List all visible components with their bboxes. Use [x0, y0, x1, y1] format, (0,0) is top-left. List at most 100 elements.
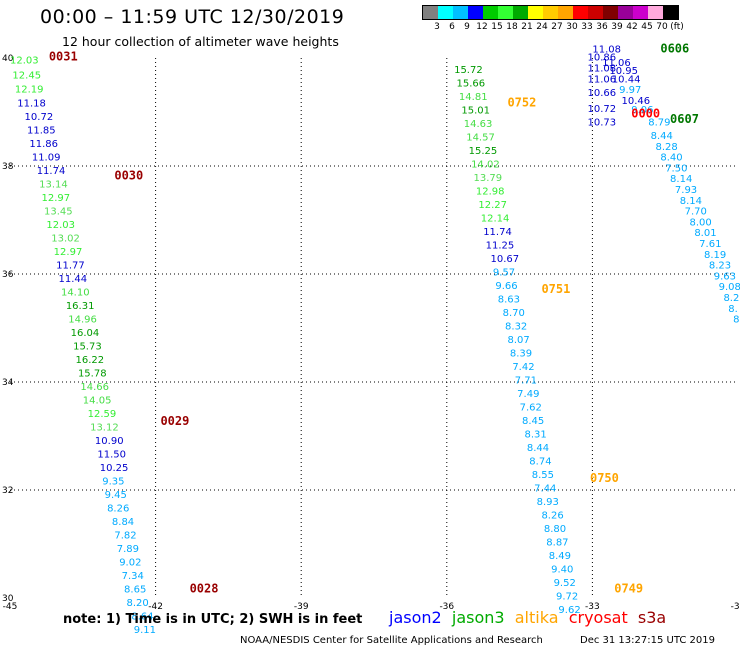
wave-height-value: 10.90: [95, 436, 124, 447]
wave-height-value: 8.31: [524, 430, 546, 441]
color-swatch: [513, 6, 528, 19]
wave-height-value: 8.45: [522, 416, 544, 427]
wave-height-value: 8.32: [505, 322, 527, 333]
wave-height-value: 8.93: [537, 497, 559, 508]
wave-height-value: 15.78: [78, 369, 107, 380]
wave-height-value: 13.02: [51, 234, 80, 245]
y-tick-label: 32: [2, 486, 13, 496]
wave-height-value: 16.04: [71, 328, 100, 339]
wave-height-value: 8.65: [124, 585, 146, 596]
color-scale-label: (ft): [670, 22, 684, 32]
wave-height-value: 13.12: [90, 423, 119, 434]
wave-height-value: 12.98: [476, 187, 505, 198]
wave-height-value: 9.62: [558, 605, 580, 616]
wave-height-value: 11.86: [29, 139, 58, 150]
wave-height-value: 12.03: [46, 220, 75, 231]
wave-height-value: 8.55: [532, 470, 554, 481]
wave-height-value: 7.42: [512, 362, 534, 373]
wave-height-value: 7.34: [122, 571, 144, 582]
color-scale-label: 3: [434, 22, 440, 32]
wave-height-value: 8.26: [107, 504, 129, 515]
wave-height-value: 10.25: [100, 463, 129, 474]
pass-time-label: 0031: [49, 50, 78, 64]
wave-height-value: 9.97: [619, 85, 641, 96]
wave-height-value: 8.14: [670, 174, 692, 185]
color-swatch: [468, 6, 483, 19]
wave-height-value: 8.44: [651, 131, 673, 142]
footnote: note: 1) Time is in UTC; 2) SWH is in fe…: [63, 612, 363, 627]
color-swatch: [543, 6, 558, 19]
legend-entry-jason2: jason2: [389, 608, 442, 627]
wave-height-value: 7.71: [515, 376, 537, 387]
wave-height-value: 7.89: [117, 544, 139, 555]
legend-entry-cryosat: cryosat: [558, 608, 628, 627]
wave-height-value: 9.35: [102, 477, 124, 488]
wave-height-value: 10.86: [588, 53, 617, 64]
wave-height-value: 12.45: [12, 71, 41, 82]
wave-height-value: 8.40: [660, 153, 682, 164]
color-swatch: [633, 6, 648, 19]
pass-time-label: 0750: [590, 471, 619, 485]
color-swatch: [603, 6, 618, 19]
y-tick-label: 34: [2, 378, 14, 388]
wave-height-value: 8.19: [704, 250, 726, 261]
wave-height-value: 7.61: [699, 239, 721, 250]
wave-height-value: 15.25: [469, 146, 498, 157]
y-tick-label: 36: [2, 270, 14, 280]
generated-timestamp: Dec 31 13:27:15 UTC 2019: [580, 635, 715, 646]
wave-height-value: 14.10: [61, 288, 90, 299]
wave-height-value: 8.74: [529, 457, 551, 468]
x-tick-label: -36: [439, 602, 454, 612]
y-tick-label: 30: [2, 594, 14, 604]
wave-height-value: 7.49: [517, 389, 539, 400]
color-scale-label: 27: [551, 22, 563, 32]
wave-height-value: 10.95: [609, 66, 638, 77]
color-swatch: [528, 6, 543, 19]
y-tick-label: 40: [2, 54, 14, 64]
wave-height-value: 11.06: [588, 74, 617, 85]
color-swatch: [588, 6, 603, 19]
wave-height-value: 7.70: [685, 207, 707, 218]
pass-time-label: 0752: [507, 96, 536, 110]
legend-entry-s3a: s3a: [627, 608, 667, 627]
pass-time-label: 0030: [114, 169, 143, 183]
wave-height-value: 14.02: [471, 160, 500, 171]
wave-height-value: 9.66: [495, 281, 517, 292]
wave-height-value: 10.72: [25, 112, 54, 123]
wave-height-value: 12.97: [42, 193, 71, 204]
legend-entry-altika: altika: [504, 608, 559, 627]
wave-height-value: 8.23: [709, 261, 731, 272]
pass-time-label: 0607: [670, 112, 699, 126]
color-scale-label: 21: [521, 22, 533, 32]
wave-height-value: 9.08: [719, 282, 740, 293]
wave-height-value: 12.27: [478, 200, 507, 211]
wave-height-value: 11.25: [486, 241, 515, 252]
wave-height-value: 8.00: [689, 217, 711, 228]
wave-height-value: 11.08: [592, 45, 621, 56]
wave-height-value: 9.11: [134, 625, 156, 636]
wave-height-value: 11.06: [602, 58, 631, 69]
color-swatch: [648, 6, 663, 19]
wave-height-value: 10.67: [490, 254, 519, 265]
wave-height-value: 7.62: [520, 403, 542, 414]
wave-height-value: 12.97: [54, 247, 83, 258]
wave-height-value: 11.77: [56, 261, 85, 272]
wave-height-value: 14.05: [83, 396, 112, 407]
color-scale-label: 6: [449, 22, 455, 32]
wave-height-value: 9.06: [631, 105, 653, 116]
color-swatch: [483, 6, 498, 19]
wave-height-value: 13.45: [44, 207, 73, 218]
x-tick-label: -42: [148, 602, 163, 612]
wave-height-value: 11.74: [483, 227, 512, 238]
wave-height-value: 8.26: [541, 511, 563, 522]
color-scale-label: 45: [641, 22, 653, 32]
wave-height-value: 8: [733, 315, 739, 326]
credit-line: NOAA/NESDIS Center for Satellite Applica…: [240, 635, 543, 646]
pass-time-label: 0000: [631, 106, 660, 120]
legend-entry-jason3: jason3: [441, 608, 505, 627]
color-scale-label: 39: [611, 22, 623, 32]
wave-height-value: 14.96: [68, 315, 97, 326]
wave-height-value: 10.44: [612, 74, 641, 85]
x-tick-label: -39: [294, 602, 309, 612]
